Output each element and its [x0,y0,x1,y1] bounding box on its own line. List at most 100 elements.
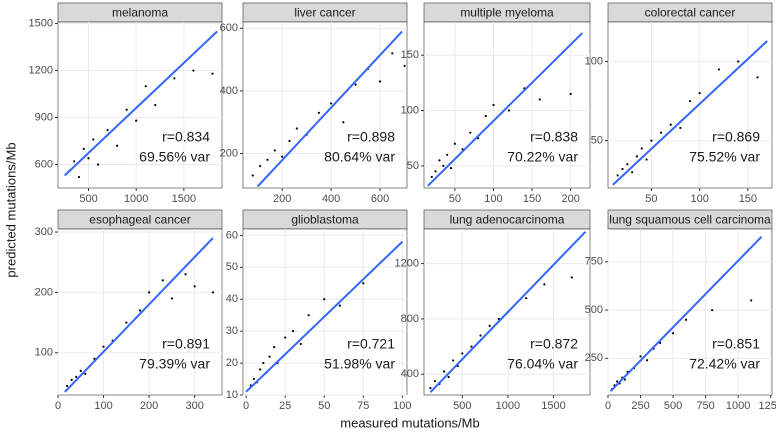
fit-line [245,241,404,393]
annotation: r=0.869 [712,129,760,145]
x-tick-label: 150 [739,193,757,205]
point [295,127,298,130]
y-tick-label: 600 [35,158,53,170]
point [378,80,382,83]
point [479,334,482,337]
x-tick-label: 150 [523,193,541,205]
annotation: r=0.891 [162,336,210,352]
annotation: r=0.898 [347,129,395,145]
y-tick-label: 60 [226,229,238,241]
point [639,355,642,358]
x-tick-label: 1000 [726,400,750,412]
y-tick-label: 500 [585,304,603,316]
x-tick-label: 200 [273,193,291,205]
point [77,175,81,179]
panel-title: multiple myeloma [460,6,554,20]
y-tick-label: 20 [226,357,238,369]
point [631,171,634,174]
point [616,380,619,383]
point [116,144,119,147]
point [640,147,643,150]
point [570,276,573,279]
x-tick-label: 100 [393,400,411,412]
point [507,109,511,112]
point [251,174,254,177]
annotation: 51.98% var [324,356,395,372]
y-tick-label: 100 [401,104,419,116]
point [338,304,341,307]
annotation: 70.22% var [507,149,578,165]
point [268,355,271,358]
point [299,342,302,346]
point [616,174,619,177]
point [135,119,138,122]
point [669,123,672,126]
point [684,318,688,321]
x-tick-label: 500 [79,193,97,205]
point [354,83,357,86]
point [106,128,109,132]
x-tick-label: 1000 [124,193,148,205]
point [645,359,649,362]
x-tick-label: 0 [605,400,611,412]
point [756,76,759,79]
x-tick-label: 400 [322,193,340,205]
point [447,375,450,379]
point [688,99,692,103]
x-tick-label: 500 [664,400,682,412]
y-tick-label: 250 [585,352,603,364]
annotation: r=0.872 [530,336,578,352]
point [626,163,629,166]
point [323,298,326,301]
panel-title: liver cancer [294,6,355,20]
x-tick-label: 50 [449,193,461,205]
y-tick-label: 30 [226,325,238,337]
point [154,103,157,107]
point [170,297,173,300]
point [317,111,320,114]
point [362,282,365,285]
point [79,369,82,372]
y-tick-label: 400 [401,368,419,380]
point [488,324,491,327]
fit-line [64,237,214,393]
y-tick-label: 750 [585,256,603,268]
point [266,158,269,161]
x-tick-label: 75 [357,400,369,412]
x-tick-label: 250 [631,400,649,412]
panel-title: colorectal cancer [645,6,736,20]
x-tick-label: 750 [696,400,714,412]
y-tick-label: 150 [401,49,419,61]
y-tick-label: 1200 [395,257,419,269]
x-tick-label: 500 [453,400,471,412]
point [442,370,446,373]
point [281,155,284,158]
point [148,291,151,294]
point [138,309,142,312]
point [82,147,85,150]
point [569,92,572,96]
annotation: 72.42% var [689,356,760,372]
annotation: r=0.834 [162,129,210,145]
annotation: 80.64% var [324,149,395,165]
point [193,285,196,288]
point [650,139,653,142]
point [66,384,69,388]
point [671,332,675,335]
point [262,361,265,365]
panel-title: glioblastoma [291,213,359,227]
y-tick-label: 1500 [29,17,53,29]
y-tick-label: 50 [226,261,238,273]
x-axis-label: measured mutations/Mb [340,415,479,430]
point [391,52,394,55]
point [453,142,456,145]
x-tick-label: 600 [371,193,389,205]
annotation: r=0.721 [347,336,395,352]
x-tick-label: 200 [140,400,158,412]
point [430,175,433,179]
point [288,139,291,143]
x-tick-label: 1500 [172,193,196,205]
point [645,158,648,161]
y-tick-label: 10 [226,389,238,401]
